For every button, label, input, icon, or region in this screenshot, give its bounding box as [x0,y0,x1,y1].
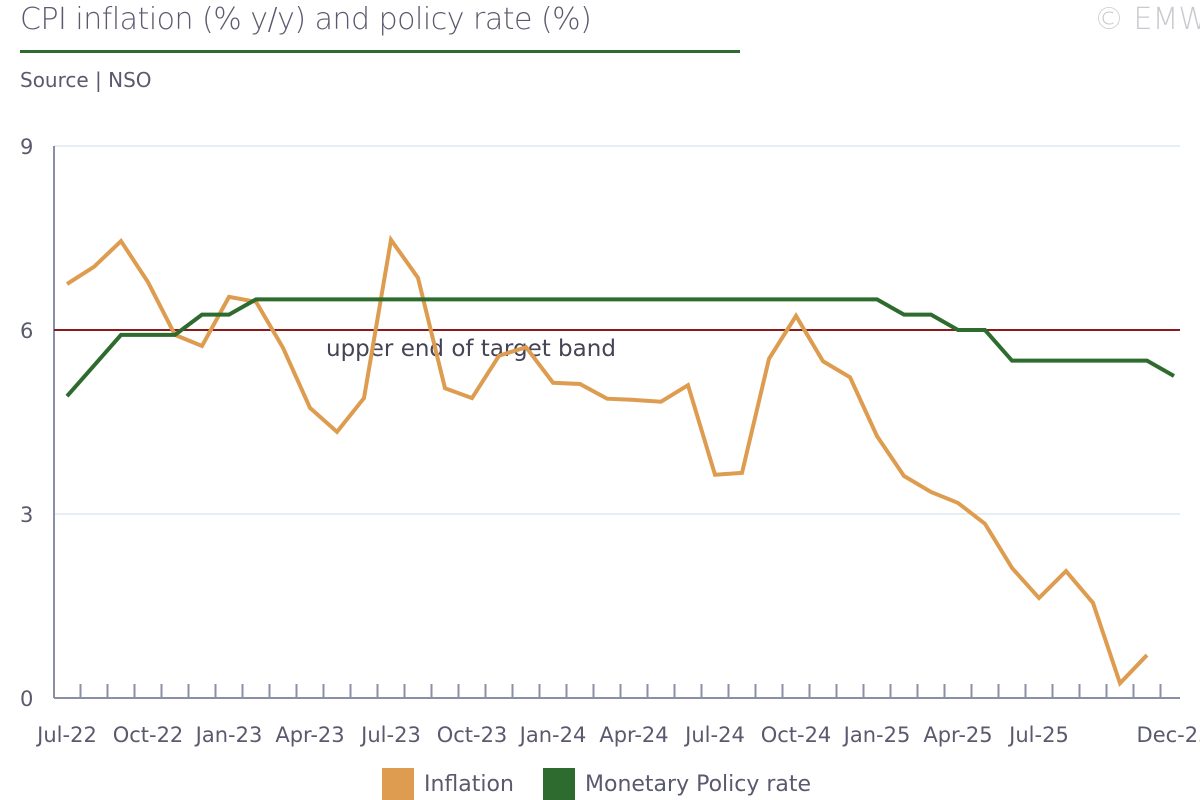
x-tick-label: Jul-23 [359,723,421,747]
legend-item-policy-rate: Monetary Policy rate [543,768,811,800]
source-note: Source | NSO [20,68,152,92]
x-tick-label: Jul-24 [683,723,745,747]
y-tick-label: 0 [20,687,33,711]
x-tick-label: Apr-24 [599,723,668,747]
x-tick-label: Oct-23 [437,723,508,747]
x-tick-label: Apr-23 [275,723,344,747]
policy-rate-line [65,297,1175,398]
x-tick-label: Jul-22 [35,723,97,747]
x-tick-label: Oct-24 [761,723,832,747]
legend-item-inflation: Inflation [382,768,514,800]
x-tick-label: Oct-22 [113,723,184,747]
legend-label-policy-rate: Monetary Policy rate [585,771,812,797]
x-tick-label: Apr-25 [923,723,992,747]
x-tick-label: Jul-25 [1007,723,1069,747]
y-tick-label: 9 [20,135,33,159]
x-tick-label: Jan-24 [518,723,587,747]
chart-title: CPI inflation (% y/y) and policy rate (%… [20,2,592,37]
legend-swatch-policy-rate [543,768,575,800]
legend-swatch-inflation [382,768,414,800]
y-tick-label: 3 [20,503,33,527]
x-tick-label: Jan-25 [842,723,911,747]
x-tick-label: Jan-23 [194,723,263,747]
inflation-line [65,234,1149,688]
y-tick-label: 6 [20,319,33,343]
x-tick-label: Dec-25 [1137,723,1200,747]
copyright-watermark: © EMW [1093,2,1200,37]
legend-label-inflation: Inflation [424,771,514,797]
title-underline [20,50,740,53]
